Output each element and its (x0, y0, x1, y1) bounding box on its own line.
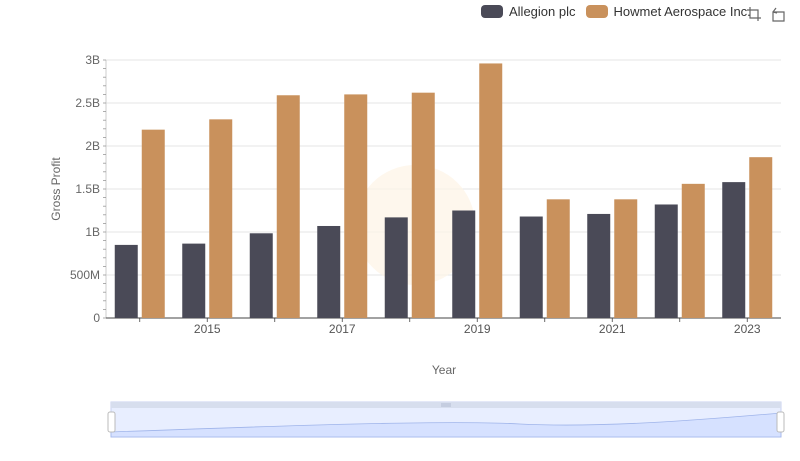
x-tick-label: 2019 (464, 322, 491, 336)
bar-howmet-2015[interactable] (209, 119, 233, 318)
x-tick-label: 2015 (194, 322, 221, 336)
y-axis-label: Gross Profit (49, 157, 63, 221)
bar-allegion-2019[interactable] (452, 210, 476, 319)
bar-howmet-2022[interactable] (681, 183, 705, 318)
y-tick-label: 3B (85, 53, 100, 67)
navigator-left-handle[interactable] (107, 411, 116, 433)
range-navigator[interactable] (107, 401, 785, 438)
bar-howmet-2014[interactable] (141, 129, 165, 318)
bar-allegion-2014[interactable] (114, 244, 138, 318)
navigator-right-handle[interactable] (776, 411, 785, 433)
bar-allegion-2017[interactable] (317, 225, 341, 318)
y-tick-label: 0 (93, 311, 100, 325)
legend-label-howmet: Howmet Aerospace Inc. (613, 4, 751, 19)
bar-howmet-2019[interactable] (479, 63, 503, 318)
chart-toolbar (746, 6, 786, 22)
zoom-select-icon[interactable] (746, 6, 762, 22)
x-tick-label: 2017 (329, 322, 356, 336)
y-tick-label: 1.5B (75, 182, 100, 196)
bar-howmet-2023[interactable] (749, 157, 773, 318)
navigator-grip[interactable] (441, 403, 451, 407)
legend-swatch-allegion (481, 5, 503, 18)
bar-allegion-2016[interactable] (249, 233, 273, 318)
legend: Allegion plc Howmet Aerospace Inc. (481, 4, 751, 19)
y-tick-label: 2B (85, 139, 100, 153)
y-tick-label: 2.5B (75, 96, 100, 110)
bar-allegion-2015[interactable] (182, 243, 206, 318)
bar-howmet-2017[interactable] (344, 94, 368, 319)
bars (114, 63, 773, 319)
y-tick-label: 500M (70, 268, 100, 282)
x-axis: 2015 2017 2019 2021 2023 (106, 317, 781, 336)
legend-item-allegion[interactable]: Allegion plc (481, 4, 576, 19)
zoom-reset-icon[interactable] (770, 6, 786, 22)
y-axis: 0 500M 1B 1.5B 2B 2.5B 3B (70, 53, 107, 325)
legend-item-howmet[interactable]: Howmet Aerospace Inc. (585, 4, 751, 19)
bar-howmet-2016[interactable] (276, 95, 300, 318)
bar-howmet-2021[interactable] (614, 199, 638, 318)
legend-label-allegion: Allegion plc (509, 4, 576, 19)
x-tick-label: 2021 (599, 322, 626, 336)
bar-allegion-2018[interactable] (384, 217, 408, 318)
y-tick-label: 1B (85, 225, 100, 239)
bar-allegion-2021[interactable] (587, 213, 611, 318)
legend-swatch-howmet (585, 5, 608, 18)
x-tick-label: 2023 (734, 322, 761, 336)
bar-allegion-2020[interactable] (519, 216, 543, 318)
bar-howmet-2020[interactable] (546, 199, 570, 318)
bar-howmet-2018[interactable] (411, 92, 435, 319)
x-axis-label: Year (432, 363, 456, 377)
bar-allegion-2023[interactable] (722, 182, 746, 318)
bar-allegion-2022[interactable] (654, 204, 678, 318)
